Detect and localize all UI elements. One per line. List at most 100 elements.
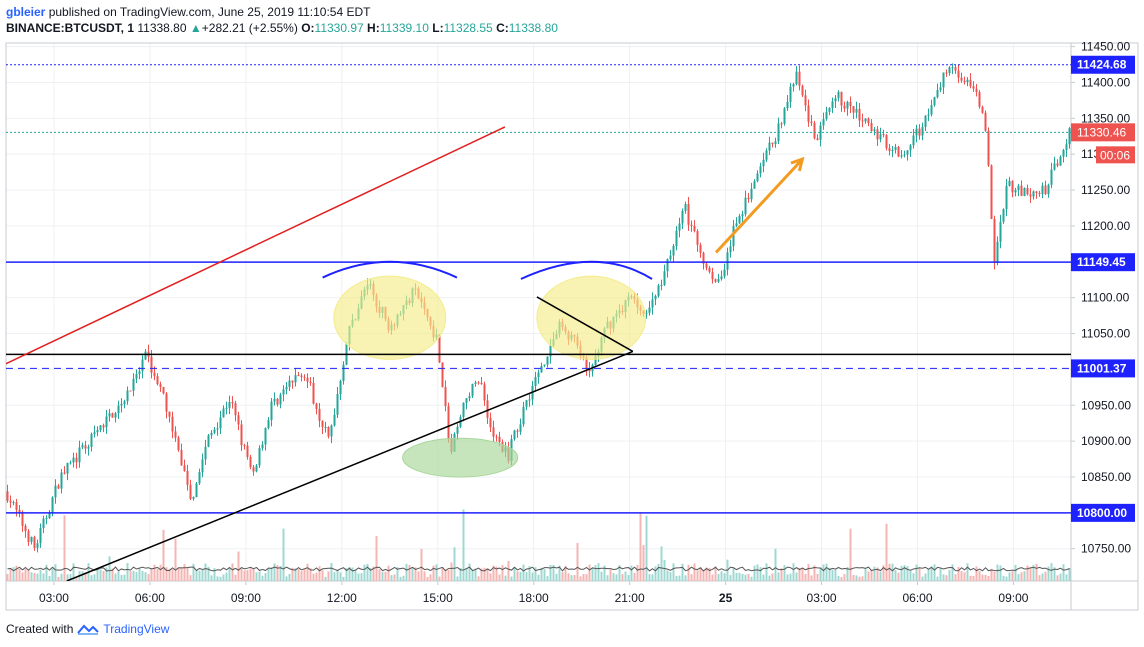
candle-body — [846, 101, 849, 109]
volume-bar — [651, 574, 654, 581]
volume-bar — [666, 570, 669, 581]
tradingview-logo-icon — [77, 624, 100, 635]
candle-body — [786, 101, 789, 109]
volume-bar — [927, 569, 930, 581]
candle-body — [678, 223, 681, 231]
candle-body — [1020, 185, 1023, 196]
current-price-text: 11330.46 — [1077, 125, 1126, 139]
level-price-text: 11149.45 — [1077, 255, 1126, 269]
volume-bar — [858, 576, 861, 581]
volume-bar — [945, 575, 948, 581]
volume-bar — [393, 574, 396, 581]
volume-bar — [762, 574, 765, 581]
volume-bar — [804, 573, 807, 581]
volume-bar — [162, 529, 165, 581]
volume-bar — [1032, 565, 1035, 581]
volume-bar — [480, 568, 483, 581]
candle-body — [645, 312, 648, 314]
volume-bar — [72, 563, 75, 581]
last-price: 11338.80 — [137, 21, 187, 35]
candle-body — [270, 401, 273, 421]
volume-bar — [1068, 568, 1071, 581]
volume-bar — [195, 570, 198, 581]
volume-bar — [948, 569, 951, 581]
volume-bar — [192, 563, 195, 581]
volume-bar — [702, 570, 705, 581]
candle-body — [522, 406, 525, 425]
candle-body — [303, 376, 306, 378]
candle-body — [282, 389, 285, 395]
volume-bar — [867, 571, 870, 581]
candle-body — [696, 231, 699, 245]
volume-bar — [99, 569, 102, 581]
candle-body — [753, 181, 756, 189]
volume-bar — [672, 563, 675, 581]
candle-body — [768, 142, 771, 151]
volume-bar — [117, 571, 120, 581]
volume-bar — [111, 568, 114, 581]
tradingview-link[interactable]: TradingView — [103, 622, 170, 636]
candle-body — [750, 188, 753, 200]
candle-body — [54, 485, 57, 498]
volume-bar — [408, 564, 411, 581]
volume-bar — [747, 573, 750, 581]
candle-body — [729, 246, 732, 253]
volume-bar — [1011, 571, 1014, 581]
volume-bar — [285, 576, 288, 581]
candle-body — [330, 425, 333, 437]
candle-body — [900, 155, 903, 157]
volume-bar — [27, 569, 30, 581]
level-price-tag — [1071, 359, 1135, 378]
candle-body — [792, 84, 795, 87]
volume-bar — [327, 571, 330, 581]
volume-bar — [834, 569, 837, 581]
trend-line — [6, 126, 506, 365]
candle-body — [891, 150, 894, 152]
trend-line — [66, 350, 634, 581]
candle-body — [585, 357, 588, 369]
candle-body — [192, 497, 195, 499]
volume-bar — [399, 576, 402, 581]
candle-body — [93, 432, 96, 434]
candle-body — [885, 134, 888, 149]
candle-body — [723, 269, 726, 277]
candle-body — [999, 221, 1002, 242]
volume-bar — [501, 565, 504, 581]
volume-bar — [795, 572, 798, 581]
volume-bar — [567, 573, 570, 581]
volume-bar — [372, 566, 375, 581]
volume-bar — [1050, 563, 1053, 581]
candle-body — [171, 416, 174, 432]
volume-bar — [135, 572, 138, 581]
candle-body — [849, 101, 852, 107]
candle-body — [312, 382, 315, 404]
volume-bar — [981, 574, 984, 581]
volume-bar — [183, 564, 186, 581]
volume-bar — [81, 571, 84, 581]
volume-bar — [426, 576, 429, 581]
volume-bar — [201, 569, 204, 581]
volume-bar — [870, 569, 873, 581]
volume-bar — [153, 564, 156, 581]
volume-bar — [768, 575, 771, 581]
candle-body — [1005, 185, 1008, 210]
volume-bar — [942, 574, 945, 581]
volume-bar — [420, 548, 423, 581]
volume-bar — [438, 576, 441, 581]
arc-drawing — [322, 260, 458, 279]
author-name[interactable]: gbleier — [6, 5, 46, 19]
volume-bar — [336, 569, 339, 581]
volume-bar — [750, 576, 753, 581]
volume-bar — [489, 573, 492, 581]
candle-body — [126, 390, 129, 402]
volume-bar — [696, 570, 699, 581]
volume-bar — [141, 570, 144, 581]
candle-body — [465, 398, 468, 403]
candle-body — [534, 377, 537, 386]
volume-bar — [102, 570, 105, 581]
candle-body — [78, 447, 81, 463]
volume-bar — [294, 568, 297, 581]
volume-bar — [864, 567, 867, 581]
candle-body — [228, 401, 231, 408]
